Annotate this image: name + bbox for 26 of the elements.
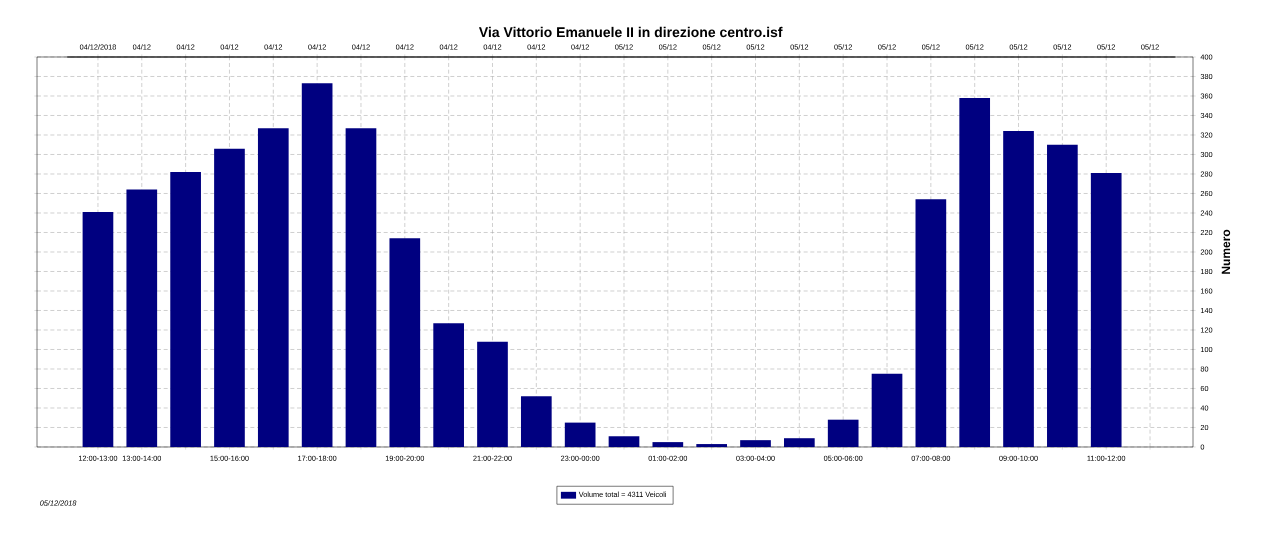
bar <box>433 323 464 447</box>
bar <box>1047 144 1078 447</box>
bar <box>652 442 684 447</box>
bar <box>301 83 333 447</box>
bar <box>477 341 508 447</box>
bar <box>520 396 552 447</box>
bar <box>959 97 991 447</box>
bar <box>696 444 728 447</box>
bar <box>871 373 903 447</box>
bar <box>170 172 201 447</box>
bar <box>915 199 947 447</box>
bar <box>1090 173 1122 447</box>
bar <box>1003 131 1034 447</box>
y-axis-title: Numero <box>1221 229 1231 274</box>
bar <box>827 419 859 447</box>
bar <box>214 148 245 447</box>
bar <box>257 128 289 447</box>
bar <box>740 440 771 447</box>
bar <box>564 422 596 447</box>
bar <box>608 436 640 447</box>
bar <box>126 189 158 447</box>
bar <box>345 128 377 447</box>
bar <box>784 438 815 447</box>
bar <box>389 238 421 447</box>
bar <box>82 212 114 447</box>
chart-title: Via Vittorio Emanuele II in direzione centro.isf <box>478 26 783 38</box>
